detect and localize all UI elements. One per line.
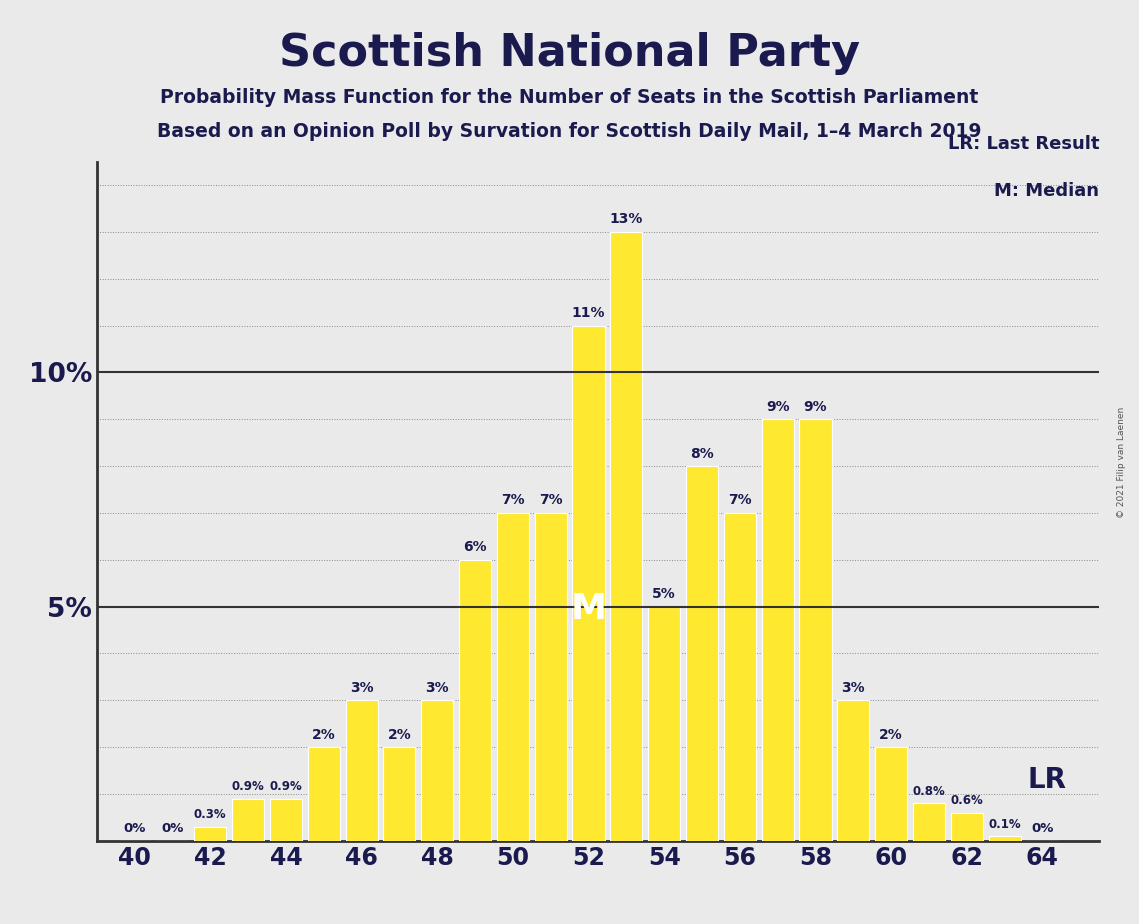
Bar [989,836,1021,841]
Text: LR: LR [1027,766,1066,794]
Bar [686,466,718,841]
Text: 11%: 11% [572,306,605,320]
Bar [611,232,642,841]
Bar [912,803,945,841]
Bar [573,325,605,841]
Text: 0.1%: 0.1% [989,818,1021,831]
Text: Probability Mass Function for the Number of Seats in the Scottish Parliament: Probability Mass Function for the Number… [161,88,978,107]
Bar [195,827,227,841]
Bar [837,700,869,841]
Bar [648,607,680,841]
Text: 6%: 6% [464,541,486,554]
Bar [723,513,756,841]
Text: 0.9%: 0.9% [231,780,264,793]
Text: 3%: 3% [842,681,866,695]
Text: 3%: 3% [350,681,374,695]
Bar [875,748,907,841]
Text: 9%: 9% [804,400,827,414]
Text: M: M [571,592,607,626]
Text: 9%: 9% [765,400,789,414]
Text: 5%: 5% [653,587,677,601]
Text: Based on an Opinion Poll by Survation for Scottish Daily Mail, 1–4 March 2019: Based on an Opinion Poll by Survation fo… [157,122,982,141]
Text: 2%: 2% [387,727,411,742]
Bar [800,419,831,841]
Bar [345,700,378,841]
Text: 2%: 2% [312,727,336,742]
Text: 8%: 8% [690,446,714,460]
Bar [421,700,453,841]
Bar [951,813,983,841]
Text: 0.3%: 0.3% [194,808,227,821]
Text: 0%: 0% [1031,822,1054,835]
Text: 7%: 7% [501,493,525,507]
Text: M: Median: M: Median [994,182,1099,201]
Bar [534,513,567,841]
Bar [762,419,794,841]
Bar [497,513,528,841]
Text: 13%: 13% [609,213,644,226]
Text: 0.9%: 0.9% [270,780,302,793]
Text: © 2021 Filip van Laenen: © 2021 Filip van Laenen [1117,407,1126,517]
Bar [232,798,264,841]
Text: LR: Last Result: LR: Last Result [948,135,1099,152]
Text: 0.6%: 0.6% [950,794,983,808]
Text: 7%: 7% [539,493,563,507]
Bar [459,560,491,841]
Bar [270,798,302,841]
Bar [384,748,416,841]
Text: 7%: 7% [728,493,752,507]
Bar [308,748,339,841]
Text: 0%: 0% [123,822,146,835]
Text: Scottish National Party: Scottish National Party [279,32,860,76]
Text: 3%: 3% [425,681,449,695]
Text: 0.8%: 0.8% [912,784,945,797]
Text: 2%: 2% [879,727,903,742]
Text: 0%: 0% [162,822,183,835]
